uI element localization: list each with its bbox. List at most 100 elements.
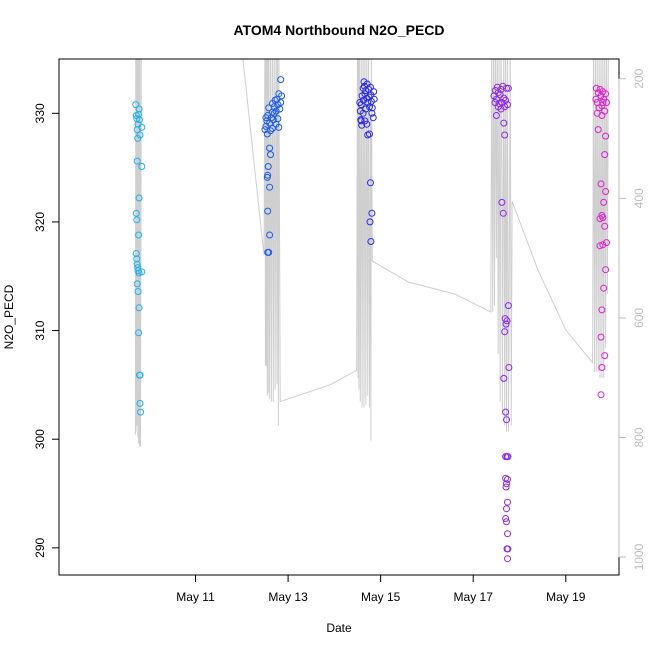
data-point <box>138 123 146 131</box>
data-point <box>136 131 144 139</box>
data-point <box>135 105 143 113</box>
data-point <box>366 130 373 138</box>
series-flight-3 <box>356 78 378 245</box>
data-point <box>500 374 508 382</box>
data-point <box>602 188 610 195</box>
data-point <box>504 530 511 538</box>
data-point <box>599 241 607 249</box>
data-point <box>133 260 141 268</box>
data-point <box>266 231 274 239</box>
data-point <box>267 127 274 135</box>
series-flight-4 <box>490 82 513 563</box>
data-point <box>270 109 278 117</box>
data-point <box>136 371 144 379</box>
data-point <box>500 119 508 127</box>
data-point <box>366 218 374 226</box>
data-point <box>594 126 602 134</box>
data-point <box>368 209 376 217</box>
data-point <box>499 209 507 217</box>
data-point <box>501 328 509 336</box>
data-point <box>502 320 510 328</box>
data-point <box>502 515 510 522</box>
data-point <box>262 114 270 122</box>
data-point <box>598 306 606 314</box>
data-point <box>504 555 511 563</box>
data-point <box>136 116 143 124</box>
data-point <box>135 304 143 312</box>
data-point <box>494 103 502 111</box>
data-point <box>136 399 144 407</box>
data-point <box>503 84 510 92</box>
data-point <box>137 408 144 416</box>
y2-tick-label: 800 <box>632 427 646 447</box>
data-point <box>599 214 607 222</box>
data-point <box>598 112 606 119</box>
data-point <box>133 157 141 165</box>
data-point <box>370 88 378 96</box>
data-point <box>600 198 608 206</box>
data-point <box>602 132 610 140</box>
data-point <box>266 183 274 191</box>
data-point <box>492 112 500 119</box>
x-axis: May 11 May 13 May 15 May 17 May 19 <box>176 574 586 604</box>
data-point <box>592 95 600 103</box>
data-point <box>504 453 512 461</box>
data-point <box>603 99 610 106</box>
x-tick-label: May 17 <box>454 590 494 604</box>
x-axis-label: Date <box>326 621 352 635</box>
data-point <box>132 101 140 109</box>
data-point <box>502 408 510 416</box>
data-point <box>504 84 512 92</box>
series-flight-2 <box>261 76 286 256</box>
data-point <box>502 96 510 104</box>
data-point <box>138 268 146 276</box>
data-point <box>265 248 273 256</box>
data-point <box>264 207 272 215</box>
data-point <box>602 266 610 274</box>
data-point <box>504 302 512 310</box>
series-flight-5 <box>592 84 610 399</box>
data-point <box>501 131 509 139</box>
chart-title: ATOM4 Northbound N2O_PECD <box>233 22 444 38</box>
data-point <box>504 545 512 553</box>
data-point <box>599 99 607 106</box>
data-point <box>276 105 284 113</box>
y-axis: 290 300 310 320 330 <box>33 103 60 558</box>
series-flight-1 <box>132 101 146 416</box>
data-point <box>368 109 376 117</box>
data-point <box>597 391 605 399</box>
data-point <box>277 99 285 106</box>
data-point <box>500 94 508 102</box>
data-point <box>503 480 510 488</box>
data-point <box>504 101 511 109</box>
data-point <box>277 76 285 84</box>
data-point <box>135 194 143 202</box>
data-point <box>359 109 367 117</box>
data-point <box>503 505 510 513</box>
x-tick-label: May 13 <box>268 590 308 604</box>
data-point <box>133 280 141 288</box>
data-point <box>592 84 600 92</box>
data-point <box>133 216 141 224</box>
data-point <box>502 483 510 491</box>
altitude-profile-line <box>134 59 609 447</box>
data-point <box>268 125 276 132</box>
x-tick-label: May 11 <box>176 590 215 604</box>
data-point <box>367 179 374 187</box>
data-point <box>505 364 513 371</box>
data-point <box>602 90 610 98</box>
data-point <box>263 173 271 181</box>
data-point <box>134 288 142 295</box>
data-point <box>368 104 376 112</box>
data-point <box>132 209 140 217</box>
data-point <box>601 352 609 360</box>
x-tick-label: May 15 <box>361 590 401 604</box>
data-point <box>138 163 146 170</box>
data-point <box>600 284 608 292</box>
y-tick-label: 320 <box>33 212 47 232</box>
data-point <box>267 151 274 159</box>
data-point <box>278 92 286 100</box>
y-tick-label: 310 <box>33 320 47 340</box>
data-point <box>504 498 511 506</box>
